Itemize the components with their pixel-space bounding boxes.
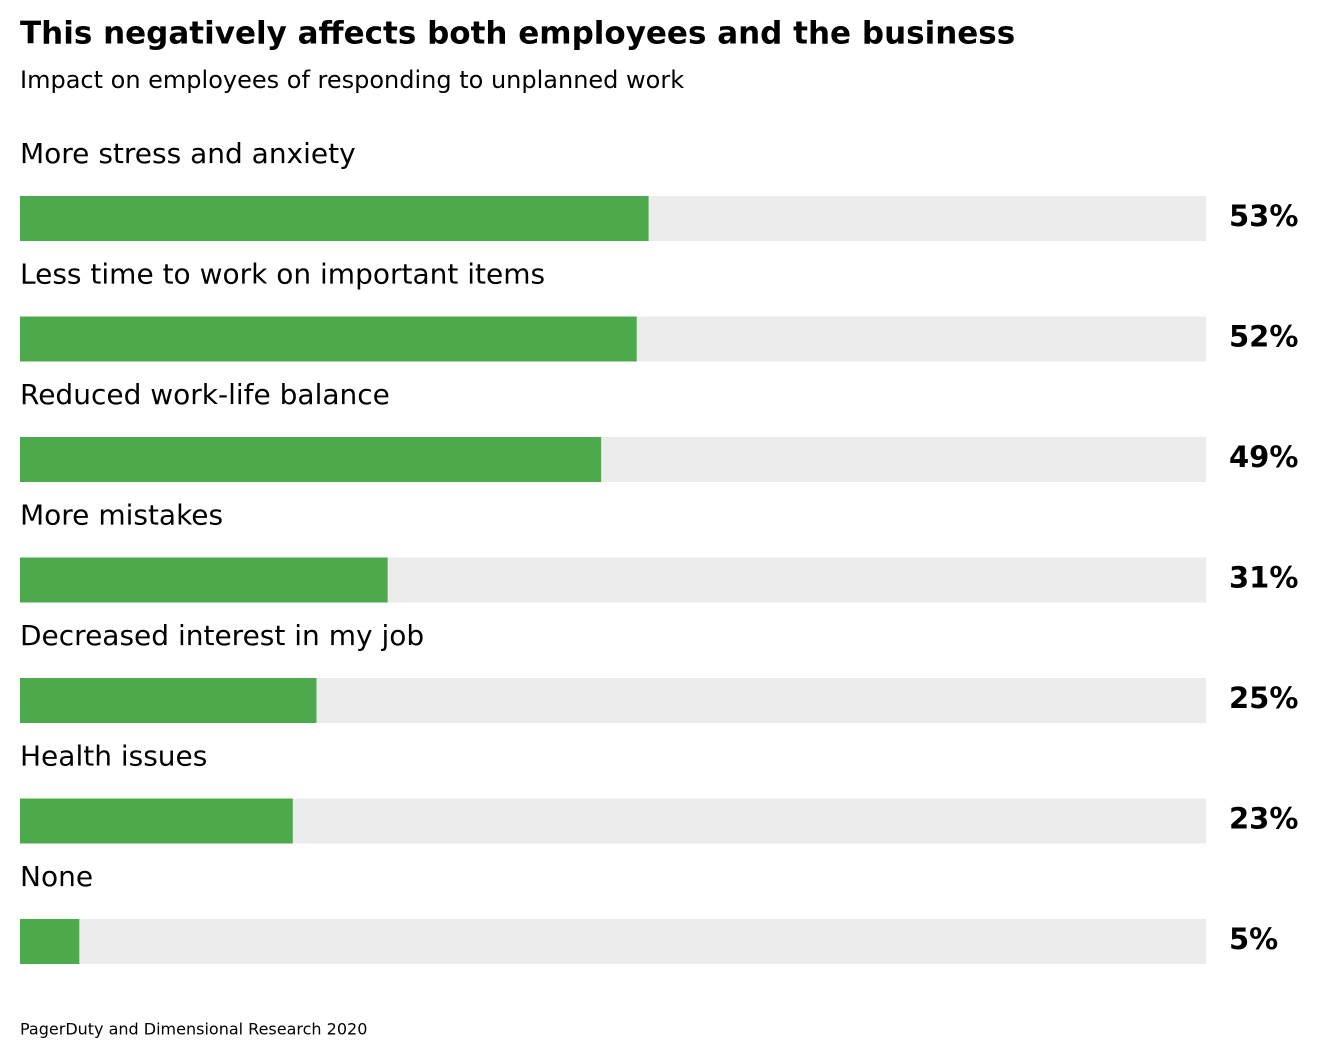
category-label: Reduced work-life balance xyxy=(20,378,390,411)
bar xyxy=(20,437,602,482)
bar xyxy=(20,316,637,362)
bar xyxy=(20,798,293,844)
value-label: 49% xyxy=(1229,440,1298,474)
value-label: 53% xyxy=(1229,199,1298,233)
value-label: 52% xyxy=(1229,320,1298,354)
category-label: More mistakes xyxy=(20,499,223,532)
value-label: 25% xyxy=(1229,681,1298,715)
category-label: None xyxy=(20,860,93,893)
category-label: More stress and anxiety xyxy=(20,137,356,170)
bar xyxy=(20,678,317,723)
bar xyxy=(20,557,388,603)
value-label: 23% xyxy=(1229,802,1298,836)
chart-subtitle: Impact on employees of responding to unp… xyxy=(20,66,684,94)
bar-track xyxy=(20,919,1206,964)
source-note: PagerDuty and Dimensional Research 2020 xyxy=(20,1020,367,1039)
category-label: Decreased interest in my job xyxy=(20,619,424,652)
value-label: 5% xyxy=(1229,922,1278,956)
category-label: Less time to work on important items xyxy=(20,258,545,291)
chart-title: This negatively affects both employees a… xyxy=(20,16,1015,52)
bar xyxy=(20,919,80,964)
value-label: 31% xyxy=(1229,561,1298,595)
bar xyxy=(20,196,649,241)
category-label: Health issues xyxy=(20,740,207,773)
